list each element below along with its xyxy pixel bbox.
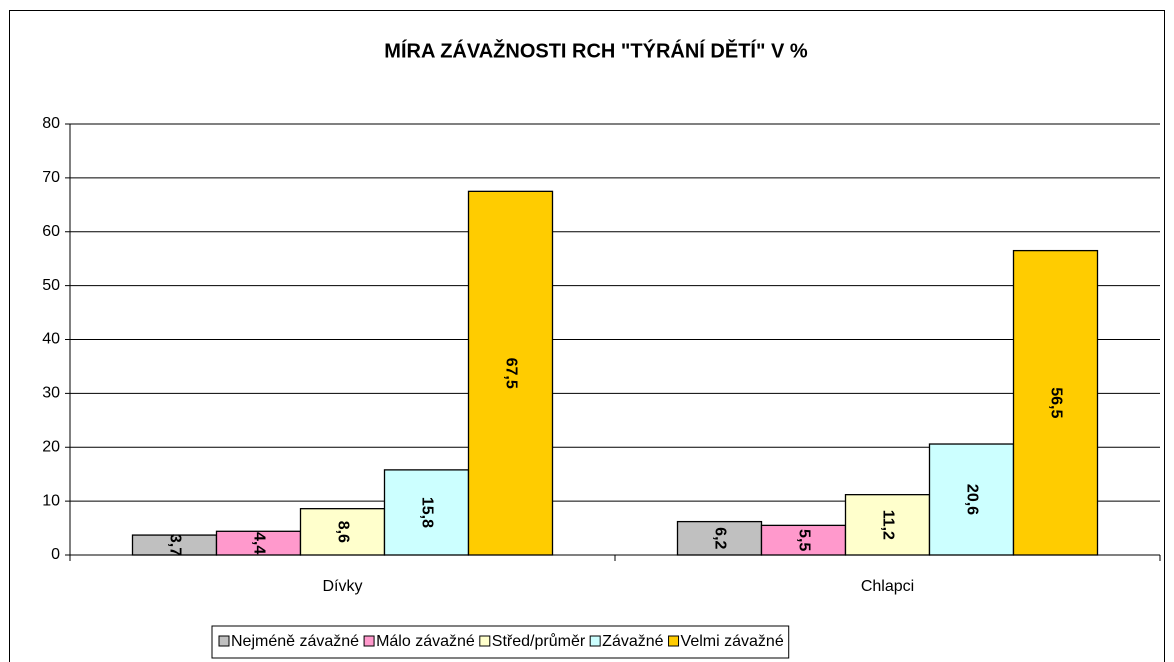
legend-label: Málo závažné (376, 633, 475, 650)
y-tick-label: 0 (51, 546, 60, 563)
legend-label: Závažné (602, 633, 663, 650)
y-tick-label: 40 (42, 331, 60, 348)
legend-swatch (479, 635, 491, 647)
y-tick-label: 80 (42, 115, 60, 132)
y-tick-label: 10 (42, 492, 60, 509)
y-tick-label: 20 (42, 438, 60, 455)
x-tick-label: Chlapci (861, 578, 914, 595)
bar (383, 469, 470, 556)
bar (676, 520, 763, 556)
x-tick-label: Dívky (323, 578, 363, 595)
legend-swatch (668, 635, 680, 647)
legend-label: Střed/průměr (492, 632, 586, 650)
data-label: 56,5 (1047, 387, 1064, 418)
data-label: 20,6 (963, 484, 980, 515)
legend-label: Nejméně závažné (231, 633, 359, 650)
legend-box (211, 625, 790, 659)
data-label: 5,5 (795, 529, 812, 551)
data-label: 4,4 (250, 532, 267, 554)
data-label: 15,8 (418, 497, 435, 528)
data-label: 11,2 (879, 510, 896, 540)
y-tick-label: 50 (42, 277, 60, 294)
legend-label: Velmi závažné (681, 633, 784, 650)
legend-swatch (218, 635, 230, 647)
data-label: 8,6 (334, 521, 351, 543)
data-label: 67,5 (502, 358, 519, 389)
y-tick-label: 70 (42, 169, 60, 186)
bar (1012, 249, 1099, 556)
bar (467, 190, 554, 556)
bar (928, 443, 1015, 556)
legend: Nejméně závažné Málo závažné Střed/průměr Z… (211, 625, 790, 659)
chart-title: MÍRA ZÁVAŽNOSTI RCH "TÝRÁNÍ DĚTÍ" V % (384, 38, 808, 62)
bar (299, 508, 386, 556)
bar (844, 494, 931, 556)
legend-swatch (589, 635, 601, 647)
bar (760, 524, 847, 556)
data-label: 6,2 (711, 527, 728, 549)
y-tick-label: 30 (42, 385, 60, 402)
chart-border (9, 10, 1165, 662)
data-label: 3,7 (166, 534, 183, 556)
legend-swatch (363, 635, 375, 647)
y-tick-label: 60 (42, 223, 60, 240)
